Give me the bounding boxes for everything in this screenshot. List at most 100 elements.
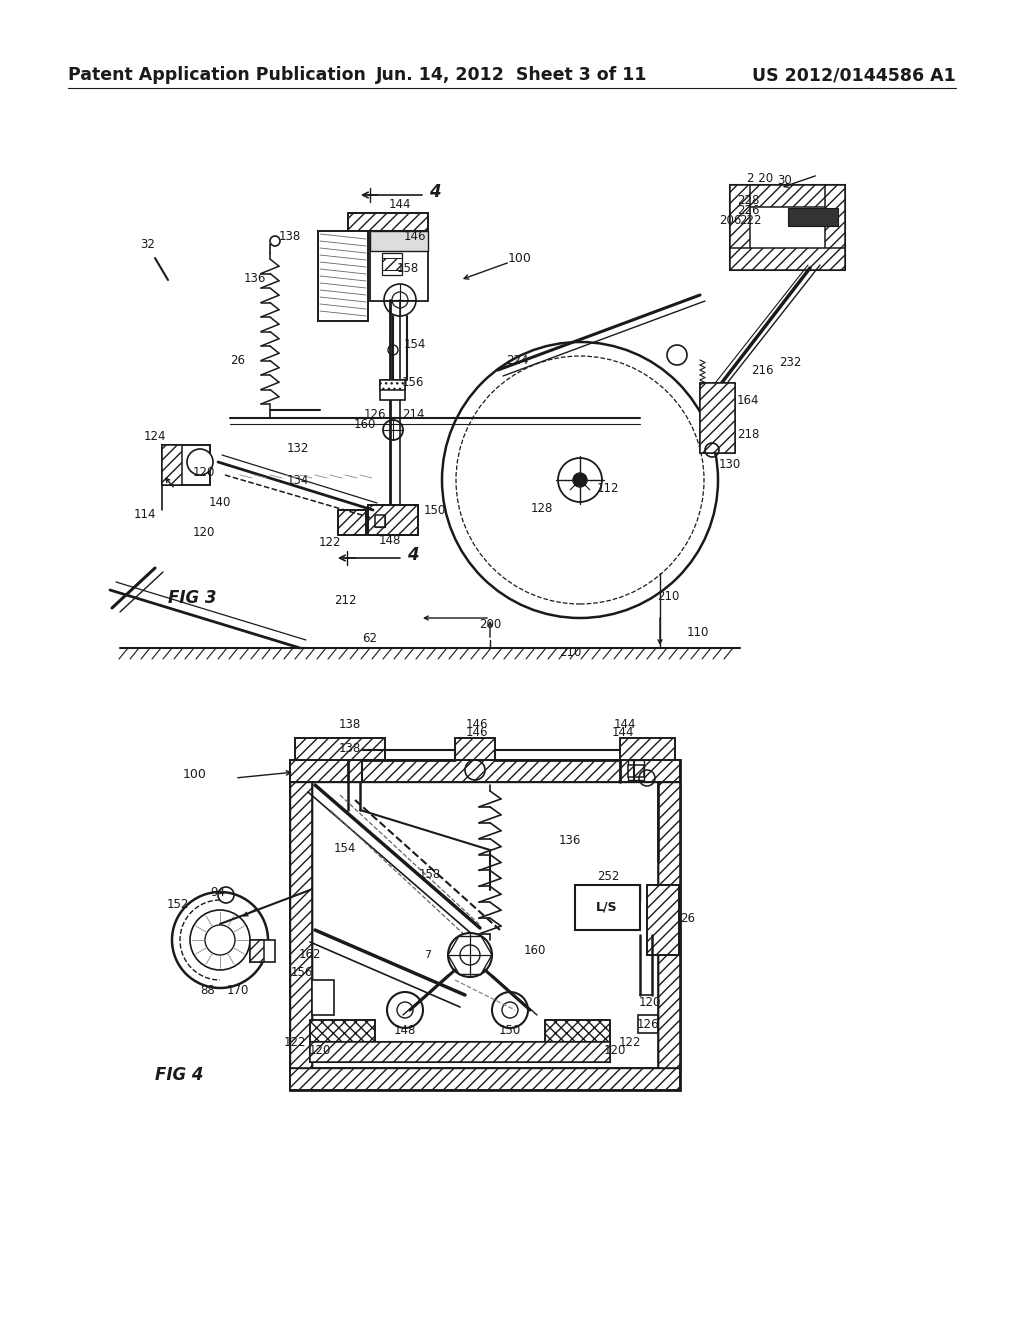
Bar bbox=[162, 445, 210, 484]
Text: 148: 148 bbox=[394, 1023, 416, 1036]
Bar bbox=[290, 781, 312, 1068]
Text: 152: 152 bbox=[167, 899, 189, 912]
Bar bbox=[700, 383, 735, 453]
Text: 134: 134 bbox=[287, 474, 309, 487]
Text: 226: 226 bbox=[736, 203, 759, 216]
Text: 126: 126 bbox=[637, 1018, 659, 1031]
Text: 122: 122 bbox=[284, 1036, 306, 1049]
Text: US 2012/0144586 A1: US 2012/0144586 A1 bbox=[753, 66, 956, 84]
Bar bbox=[620, 738, 675, 760]
Text: 138: 138 bbox=[339, 718, 361, 730]
Text: 200: 200 bbox=[479, 618, 501, 631]
Circle shape bbox=[492, 993, 528, 1028]
Bar bbox=[368, 506, 418, 535]
Text: Patent Application Publication: Patent Application Publication bbox=[68, 66, 366, 84]
Text: 120: 120 bbox=[193, 466, 215, 479]
Text: FIG 3: FIG 3 bbox=[168, 589, 216, 607]
Bar bbox=[730, 185, 845, 207]
Bar bbox=[348, 213, 428, 231]
Text: 4: 4 bbox=[408, 546, 419, 564]
Bar bbox=[730, 248, 845, 271]
Bar bbox=[647, 884, 679, 954]
Bar bbox=[370, 231, 428, 301]
Bar bbox=[290, 760, 680, 781]
Bar bbox=[368, 506, 418, 535]
Text: 146: 146 bbox=[403, 231, 426, 243]
Text: 170: 170 bbox=[226, 983, 249, 997]
Bar bbox=[382, 253, 402, 275]
Circle shape bbox=[449, 933, 492, 977]
Bar bbox=[295, 738, 385, 760]
Bar bbox=[730, 185, 845, 271]
Text: 224: 224 bbox=[506, 354, 528, 367]
Text: 2 20: 2 20 bbox=[746, 172, 773, 185]
Text: 144: 144 bbox=[613, 718, 636, 730]
Circle shape bbox=[187, 449, 213, 475]
Bar bbox=[348, 213, 428, 231]
Text: 62: 62 bbox=[362, 631, 378, 644]
Circle shape bbox=[387, 993, 423, 1028]
Bar bbox=[318, 231, 368, 321]
Bar bbox=[290, 760, 680, 1090]
Text: 216: 216 bbox=[751, 363, 773, 376]
Text: 26: 26 bbox=[230, 354, 246, 367]
Text: 212: 212 bbox=[334, 594, 356, 606]
Text: 158: 158 bbox=[397, 261, 419, 275]
Text: 228: 228 bbox=[737, 194, 759, 206]
Bar bbox=[545, 1020, 610, 1041]
Bar bbox=[338, 510, 366, 535]
Text: 136: 136 bbox=[244, 272, 266, 285]
Bar bbox=[647, 884, 679, 954]
Bar bbox=[700, 383, 735, 453]
Text: 164: 164 bbox=[736, 393, 759, 407]
Text: 156: 156 bbox=[291, 966, 313, 979]
Text: 144: 144 bbox=[389, 198, 412, 210]
Bar bbox=[825, 185, 845, 271]
Text: 222: 222 bbox=[738, 214, 761, 227]
Text: 120: 120 bbox=[309, 1044, 331, 1056]
Text: 138: 138 bbox=[339, 742, 361, 755]
Text: L/S: L/S bbox=[596, 900, 617, 913]
Text: 162: 162 bbox=[299, 949, 322, 961]
Text: 158: 158 bbox=[419, 869, 441, 882]
Text: 120: 120 bbox=[639, 997, 662, 1010]
Text: 100: 100 bbox=[508, 252, 531, 264]
Bar bbox=[310, 1020, 375, 1041]
Text: 7: 7 bbox=[424, 950, 431, 960]
Text: 148: 148 bbox=[379, 533, 401, 546]
Text: 146: 146 bbox=[466, 718, 488, 730]
Text: 214: 214 bbox=[401, 408, 424, 421]
Text: 132: 132 bbox=[287, 441, 309, 454]
Text: 210: 210 bbox=[656, 590, 679, 603]
Text: 122: 122 bbox=[318, 536, 341, 549]
Text: 210: 210 bbox=[559, 647, 582, 660]
Circle shape bbox=[172, 892, 268, 987]
Text: 252: 252 bbox=[597, 870, 620, 883]
Text: 146: 146 bbox=[466, 726, 488, 738]
Bar bbox=[375, 515, 385, 527]
Text: 136: 136 bbox=[559, 833, 582, 846]
Bar bbox=[620, 738, 675, 760]
Text: 94: 94 bbox=[211, 887, 225, 899]
Bar bbox=[628, 760, 644, 780]
Text: 130: 130 bbox=[719, 458, 741, 471]
Text: 110: 110 bbox=[687, 627, 710, 639]
Bar bbox=[628, 766, 644, 777]
Bar bbox=[250, 940, 275, 962]
Bar bbox=[290, 781, 312, 1068]
Bar bbox=[380, 380, 406, 389]
Text: 112: 112 bbox=[597, 482, 620, 495]
Bar bbox=[575, 884, 640, 931]
Text: 4: 4 bbox=[429, 183, 440, 201]
Text: 150: 150 bbox=[499, 1023, 521, 1036]
Bar bbox=[250, 940, 264, 962]
Bar bbox=[788, 209, 838, 226]
Text: 160: 160 bbox=[524, 944, 546, 957]
Text: Jun. 14, 2012  Sheet 3 of 11: Jun. 14, 2012 Sheet 3 of 11 bbox=[376, 66, 648, 84]
Text: 30: 30 bbox=[777, 173, 793, 186]
Bar bbox=[545, 1020, 610, 1041]
Bar bbox=[290, 1068, 680, 1090]
Bar bbox=[380, 380, 406, 400]
Bar bbox=[312, 979, 334, 1015]
Text: 128: 128 bbox=[530, 502, 553, 515]
